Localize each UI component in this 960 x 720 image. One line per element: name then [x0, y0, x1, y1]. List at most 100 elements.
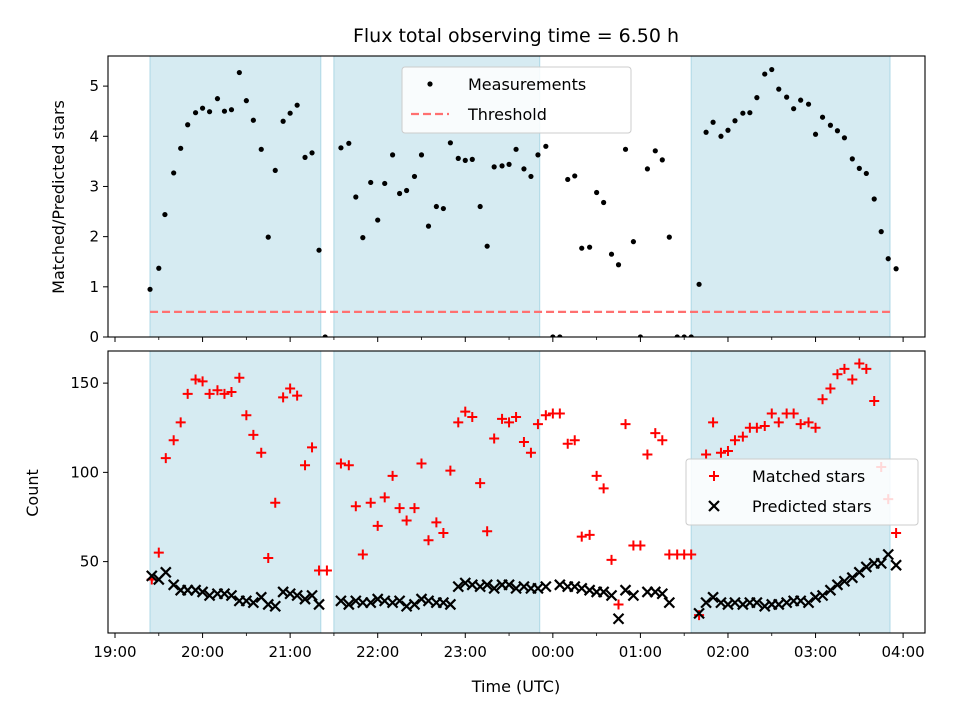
point-measurements-66 [637, 334, 644, 337]
point-measurements-9 [214, 96, 221, 102]
point-measurements-99 [878, 229, 884, 235]
chart-title: Flux total observing time = 6.50 h [353, 25, 679, 47]
point-predicted-stars-83 [802, 596, 815, 609]
point-predicted-stars-70 [707, 591, 719, 604]
point-measurements-57 [572, 173, 578, 179]
legend-label: Measurements [468, 75, 586, 94]
point-measurements-41 [455, 155, 461, 161]
point-measurements-27 [353, 194, 359, 200]
legend-label: Predicted stars [752, 497, 872, 516]
legend-box [401, 66, 632, 134]
point-matched-stars-20 [292, 390, 303, 401]
point-matched-stars-62 [606, 554, 617, 565]
point-matched-stars-88 [795, 419, 806, 430]
point-predicted-stars-63 [627, 589, 640, 602]
point-measurements-32 [389, 152, 396, 158]
x-tick-label: 19:00 [93, 643, 136, 661]
point-measurements-53 [543, 143, 549, 149]
point-matched-stars-76 [708, 417, 719, 428]
point-matched-stars-4 [175, 417, 186, 428]
point-matched-stars-84 [766, 408, 777, 419]
point-predicted-stars-25 [343, 598, 355, 611]
point-measurements-37 [425, 223, 432, 229]
point-measurements-82 [754, 95, 760, 101]
point-matched-stars-2 [160, 453, 171, 464]
plot-frame [107, 350, 926, 634]
point-measurements-31 [382, 180, 388, 187]
point-matched-stars-89 [803, 417, 814, 428]
point-predicted-stars-32 [393, 595, 406, 607]
x-tick-label: 03:00 [794, 643, 837, 661]
point-predicted-stars-61 [612, 612, 625, 625]
point-measurements-1 [156, 265, 162, 271]
point-measurements-17 [272, 167, 278, 174]
point-predicted-stars-85 [816, 589, 829, 602]
point-measurements-67 [644, 166, 651, 172]
point-measurements-19 [287, 110, 293, 116]
point-matched-stars-97 [861, 363, 872, 374]
point-matched-stars-10 [219, 388, 230, 399]
point-measurements-11 [228, 107, 235, 113]
point-measurements-73 [688, 334, 694, 337]
y-tick-label: 2 [89, 228, 99, 246]
point-predicted-stars-90 [853, 566, 866, 579]
point-predicted-stars-24 [335, 595, 347, 607]
point-predicted-stars-14 [247, 596, 260, 609]
point-matched-stars-34 [401, 515, 412, 526]
point-predicted-stars-2 [160, 566, 172, 579]
point-predicted-stars-0 [146, 570, 158, 582]
point-measurements-25 [338, 145, 344, 151]
point-measurements-81 [747, 110, 753, 116]
point-predicted-stars-93 [875, 557, 887, 570]
point-measurements-39 [440, 205, 446, 212]
point-measurements-44 [477, 203, 483, 210]
point-measurements-49 [513, 146, 519, 152]
point-matched-stars-35 [409, 503, 420, 514]
point-measurements-101 [893, 266, 899, 272]
point-matched-stars-48 [504, 417, 515, 428]
point-matched-stars-85 [773, 417, 784, 428]
point-predicted-stars-23 [313, 598, 325, 611]
point-measurements-34 [404, 187, 410, 194]
point-measurements-22 [309, 150, 315, 156]
point-predicted-stars-62 [619, 584, 632, 596]
point-matched-stars-57 [569, 435, 580, 446]
point-measurements-75 [703, 129, 709, 135]
point-matched-stars-80 [737, 431, 748, 442]
point-measurements-45 [484, 243, 490, 249]
point-matched-stars-58 [576, 531, 587, 542]
point-matched-stars-22 [307, 442, 318, 453]
point-matched-stars-44 [475, 478, 486, 489]
night-window-band-1 [333, 350, 541, 634]
x-tick-label: 02:00 [706, 643, 749, 661]
point-matched-stars-1 [153, 547, 164, 558]
point-predicted-stars-91 [860, 561, 873, 573]
point-matched-stars-73 [686, 549, 697, 560]
point-measurements-52 [535, 152, 541, 158]
point-matched-stars-56 [562, 438, 573, 449]
point-matched-stars-6 [190, 374, 201, 385]
point-measurements-6 [192, 110, 199, 116]
point-matched-stars-21 [300, 460, 311, 471]
point-matched-stars-90 [810, 422, 821, 433]
point-predicted-stars-47 [503, 579, 515, 591]
legend-marker-plus [709, 471, 719, 481]
point-measurements-28 [360, 235, 366, 241]
point-predicted-stars-11 [225, 589, 238, 602]
point-matched-stars-67 [642, 449, 653, 460]
point-measurements-84 [769, 66, 775, 73]
point-measurements-95 [849, 156, 855, 162]
point-measurements-77 [718, 133, 724, 139]
point-matched-stars-51 [525, 447, 536, 458]
x-tick-label: 22:00 [356, 643, 399, 661]
point-measurements-92 [827, 122, 834, 128]
point-measurements-2 [162, 211, 168, 218]
legend: Measurements Threshold [401, 66, 632, 134]
point-matched-stars-95 [847, 374, 858, 385]
point-matched-stars-66 [635, 540, 646, 551]
point-measurements-62 [608, 251, 615, 257]
point-matched-stars-61 [598, 483, 609, 494]
count-y-axis-label: Count [23, 469, 42, 517]
point-measurements-85 [776, 86, 782, 92]
point-predicted-stars-20 [291, 589, 303, 602]
